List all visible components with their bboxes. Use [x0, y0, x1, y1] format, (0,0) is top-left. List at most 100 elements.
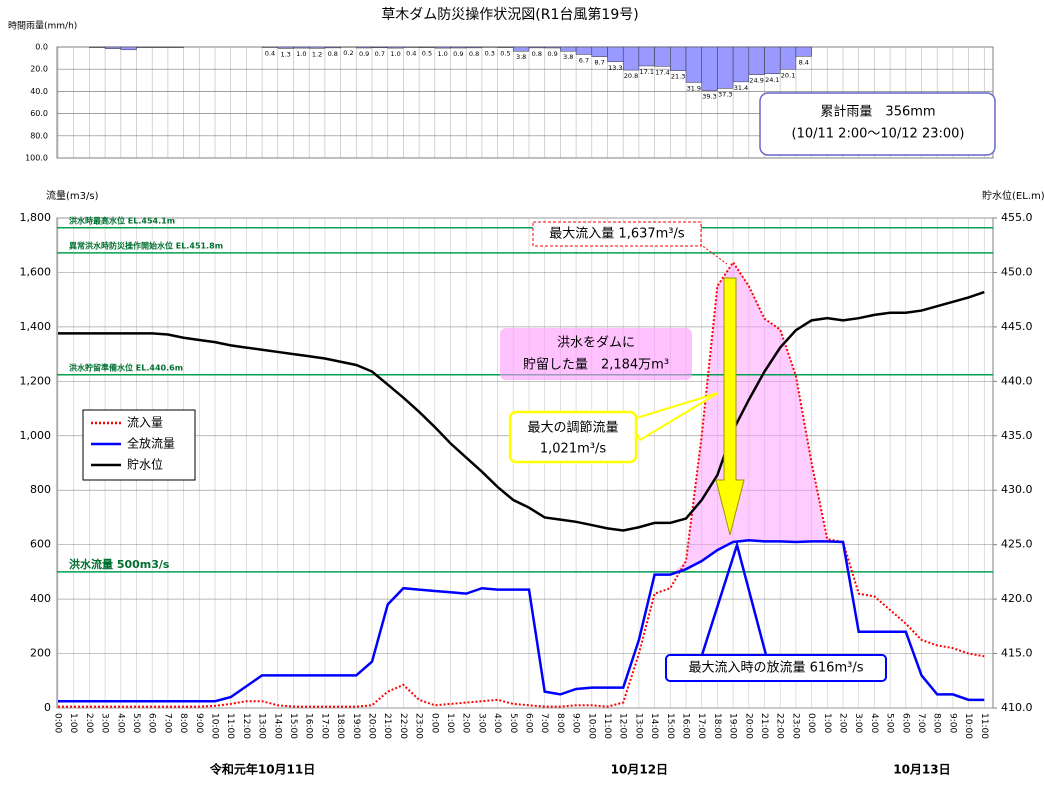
bar: [701, 46, 718, 91]
bar: [717, 46, 734, 89]
bar: [638, 46, 655, 67]
bar: [748, 46, 765, 75]
date-label: 10月12日: [611, 763, 668, 777]
rain-total: 累計雨量 356mm: [820, 104, 935, 120]
y2-tick-label: 425.0: [1001, 538, 1033, 551]
bar: [371, 46, 388, 49]
y-tick-label: 1,000: [20, 429, 52, 442]
x-tick-label: 6:00: [900, 713, 910, 733]
x-tick-label: 0:00: [429, 713, 439, 733]
x-tick-label: 8:00: [932, 713, 942, 733]
x-tick-label: 10:00: [963, 713, 973, 739]
x-tick-label: 4:00: [115, 713, 125, 733]
storage-label: 貯留した量 2,184万m³: [523, 358, 669, 373]
x-tick-label: 11:00: [225, 713, 235, 739]
date-label: 令和元年10月11日: [209, 762, 315, 777]
series-line: [58, 260, 985, 708]
y2-tick-label: 420.0: [1001, 592, 1033, 605]
x-tick-label: 9:00: [571, 713, 581, 733]
flow-axis-label: 流量(m3/s): [46, 189, 99, 202]
release-connector: [700, 540, 768, 656]
value-label: 3.8: [516, 53, 526, 61]
bar: [513, 46, 530, 52]
y-tick-label: 1,800: [20, 211, 52, 224]
bar: [654, 46, 671, 67]
bar: [622, 46, 640, 71]
x-tick-label: 12:00: [241, 713, 251, 739]
bar: [356, 46, 373, 49]
bar: [434, 46, 451, 49]
flow-chart: 0 200 400 600 800 1,000 1,200 1,400 1,600 1,800 41…: [20, 211, 1033, 777]
x-tick-label: 3:00: [853, 713, 863, 733]
x-tick-label: 10:00: [586, 713, 596, 739]
x-tick-label: 1:00: [445, 713, 455, 733]
value-label: 17.4: [655, 68, 669, 76]
bar: [607, 46, 624, 63]
value-label: 0.8: [532, 50, 542, 58]
y-tick-label: 1,600: [20, 265, 52, 278]
value-label: 3.8: [563, 53, 573, 61]
legend-label: 全放流量: [127, 436, 175, 451]
bar: [764, 46, 781, 75]
value-label: 0.7: [375, 50, 385, 58]
x-tick-label: 5:00: [508, 713, 518, 733]
peak-box: [532, 221, 702, 247]
y-tick-label: 1,400: [20, 320, 52, 333]
x-tick-label: 6:00: [524, 713, 534, 733]
bar: [450, 46, 467, 49]
value-label: 31.4: [734, 84, 748, 92]
bar: [104, 46, 122, 49]
reference-label: 洪水流量 500m3/s: [69, 557, 170, 571]
bar: [560, 46, 577, 52]
x-tick-label: 18:00: [712, 713, 722, 739]
y-tick-label: 1,200: [20, 374, 52, 387]
x-tick-label: 15:00: [288, 713, 298, 739]
y-tick-label: 200: [30, 647, 51, 660]
storage-box: [500, 328, 692, 380]
x-tick-label: 19:00: [728, 713, 738, 739]
value-label: 0.8: [328, 50, 338, 58]
bar: [685, 46, 702, 83]
x-tick-label: 23:00: [790, 713, 800, 739]
legend-label: 貯水位: [127, 457, 163, 472]
value-label: 1.0: [390, 50, 400, 58]
annotations: 累計雨量 356mm (10/11 2:00～10/12 23:00) 最大流入…: [500, 92, 996, 682]
value-label: 0.5: [500, 50, 510, 58]
y-tick-label: 400: [30, 592, 51, 605]
value-label: 0.3: [485, 49, 495, 57]
x-tick-label: 15:00: [665, 713, 675, 739]
x-tick-label: 7:00: [916, 713, 926, 733]
y2-tick-label: 415.0: [1001, 647, 1033, 660]
y2-tick-label: 430.0: [1001, 483, 1033, 496]
x-tick-label: 14:00: [272, 713, 282, 739]
value-label: 0.5: [422, 50, 432, 58]
value-label: 0.4: [406, 49, 416, 57]
bar: [418, 46, 436, 48]
x-tick-label: 0:00: [806, 713, 816, 733]
value-label: 1.2: [312, 50, 322, 58]
x-tick-label: 22:00: [398, 713, 408, 739]
date-label: 10月13日: [893, 763, 950, 777]
x-tick-label: 14:00: [649, 713, 659, 739]
x-tick-label: 11:00: [979, 713, 989, 739]
x-tick-label: 8:00: [178, 713, 188, 733]
release-label: 最大流入時の放流量 616m³/s: [689, 661, 864, 676]
y-tick-label: 0: [44, 701, 51, 714]
y2-tick-label: 410.0: [1001, 701, 1033, 714]
y-tick-label: 800: [30, 483, 51, 496]
reference-label: 洪水貯留準備水位 EL.440.6m: [69, 362, 183, 372]
value-label: 0.4: [265, 49, 275, 57]
x-tick-label: 20:00: [367, 713, 377, 739]
y-tick-label: 600: [30, 538, 51, 551]
x-tick-label: 13:00: [633, 713, 643, 739]
value-label: 20.8: [624, 72, 638, 80]
bar: [136, 46, 153, 48]
rain-total-box: [759, 92, 996, 156]
x-tick-label: 1:00: [822, 713, 832, 733]
y-tick-label: 80.0: [30, 131, 48, 140]
y2-tick-label: 440.0: [1001, 374, 1033, 387]
bar: [779, 46, 797, 70]
x-tick-label: 4:00: [492, 713, 502, 733]
x-tick-label: 21:00: [759, 713, 769, 739]
